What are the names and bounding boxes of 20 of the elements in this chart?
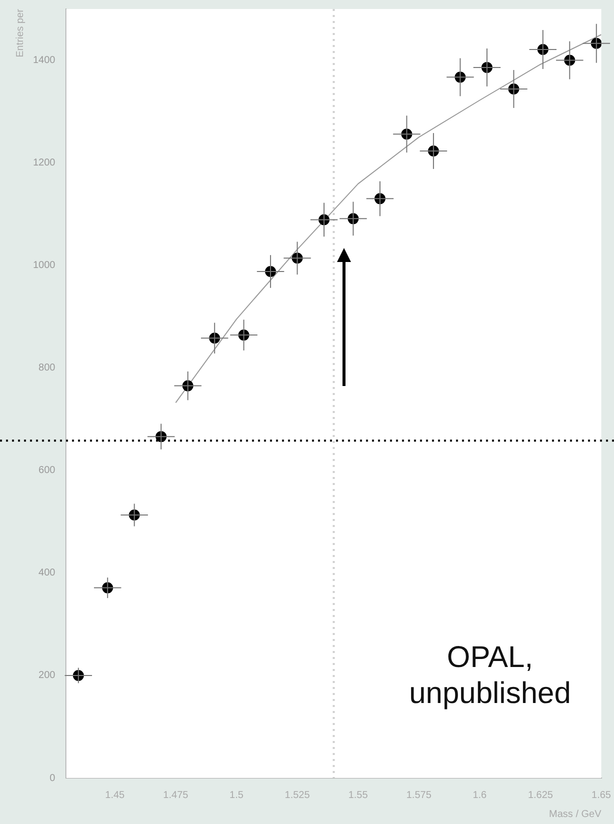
x-tick-label: 1.525 xyxy=(284,790,310,801)
y-tick-label: 1200 xyxy=(32,158,56,169)
annotation: OPAL, unpublished xyxy=(408,640,572,712)
x-tick-label: 1.5 xyxy=(230,790,244,801)
y-tick-label: 600 xyxy=(38,465,56,476)
y-axis-title: Entries per xyxy=(14,8,26,58)
x-tick-label: 1.6 xyxy=(472,790,488,801)
y-tick-label: 400 xyxy=(38,568,56,579)
x-tick-label: 1.55 xyxy=(348,790,368,801)
x-tick-label: 1.625 xyxy=(528,790,554,801)
y-tick-label: 200 xyxy=(38,670,56,682)
x-axis-title: Mass / GeV xyxy=(549,808,602,820)
y-tick-label: 0 xyxy=(50,772,56,784)
x-tick-label: 1.475 xyxy=(163,790,189,801)
y-tick-label: 1400 xyxy=(32,55,56,66)
y-tick-label: 800 xyxy=(38,362,56,374)
x-tick-label: 1.575 xyxy=(406,790,432,801)
y-tick-label: 1000 xyxy=(32,260,56,272)
x-tick-label: 1.45 xyxy=(105,790,126,801)
x-tick-label: 1.65 xyxy=(592,790,612,801)
